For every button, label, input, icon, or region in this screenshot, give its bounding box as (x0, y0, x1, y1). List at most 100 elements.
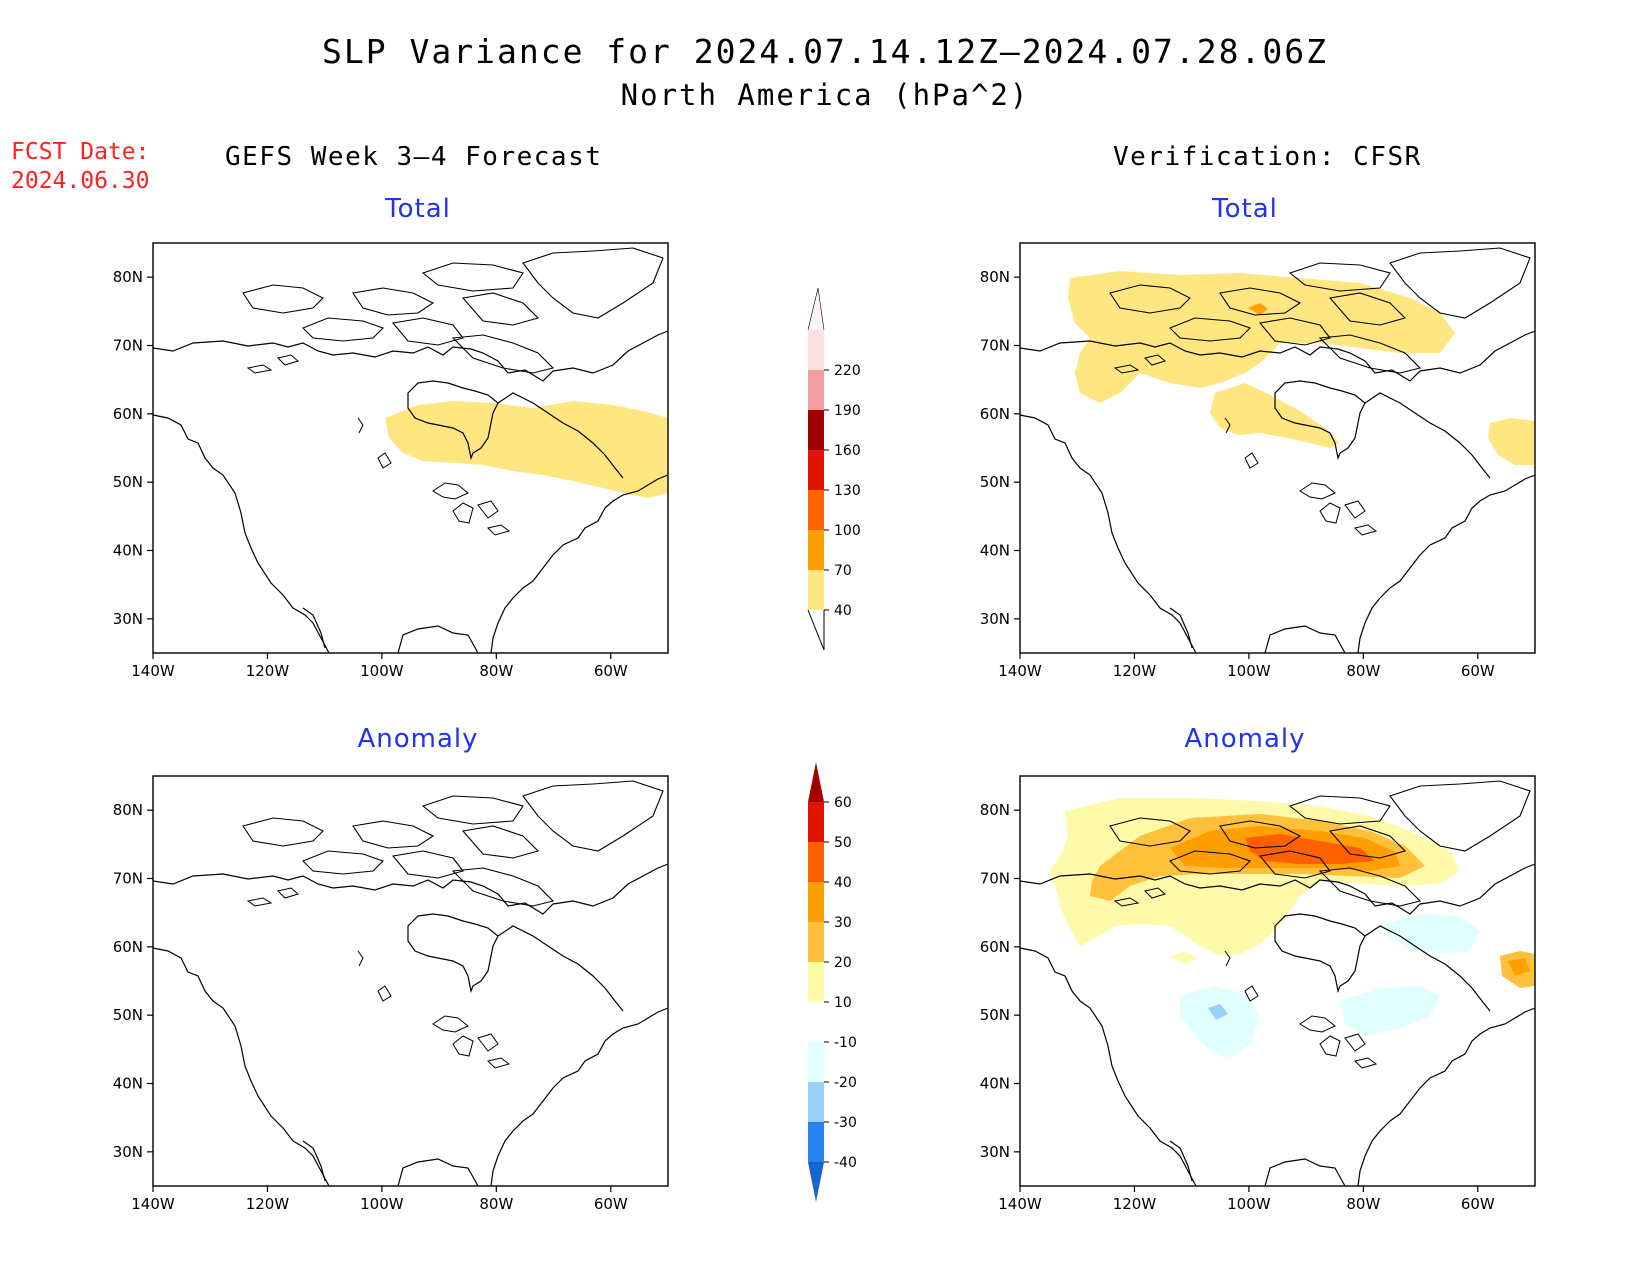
lon-tick-label: 80W (1346, 662, 1380, 680)
lat-tick-label: 40N (113, 1075, 143, 1093)
lon-tick-label: 140W (131, 662, 175, 680)
colorbar-anomaly-label: 60 (834, 795, 852, 811)
colorbar-total-label: 220 (834, 363, 861, 379)
colorbar-total-box (808, 450, 824, 490)
shade-40-50 (1245, 834, 1375, 864)
colorbar-total-label: 100 (834, 523, 861, 539)
colorbar-total-low-wedge (807, 609, 825, 651)
lat-tick-label: 50N (113, 1006, 143, 1024)
colorbar-anomaly: -40 -30 -20 -10 10 20 30 40 50 60 (808, 762, 857, 1202)
colorbar-anomaly-box (808, 962, 824, 1002)
colorbar-total-label: 130 (834, 483, 861, 499)
colorbar-anomaly-label: 50 (834, 835, 852, 851)
colorbar-anomaly-label: 10 (834, 995, 852, 1011)
colorbar-anomaly-label: 30 (834, 915, 852, 931)
lat-tick-label: 60N (113, 938, 143, 956)
lat-tick-label: 70N (980, 870, 1010, 888)
colorbar-anomaly-box (808, 1002, 824, 1042)
lon-tick-label: 100W (1227, 1195, 1271, 1213)
lat-tick-label: 80N (113, 801, 143, 819)
lat-tick-label: 60N (113, 405, 143, 423)
colorbar-total-box (808, 410, 824, 450)
colorbar-anomaly-low-wedge (808, 1162, 824, 1202)
colorbar-total-box (808, 370, 824, 410)
lat-tick-label: 80N (113, 268, 143, 286)
fcst-label: FCST Date: (11, 139, 150, 165)
lat-tick-label: 60N (980, 938, 1010, 956)
shade-neg-center (1180, 986, 1260, 1058)
shade-10-20-small (1170, 952, 1198, 964)
colorbar-anomaly-box (808, 1122, 824, 1162)
lon-tick-label: 60W (1461, 662, 1495, 680)
lat-tick-label: 50N (980, 473, 1010, 491)
right-column-title: Verification: CFSR (1113, 142, 1422, 172)
panel-title-bottom-right: Anomaly (1184, 724, 1306, 754)
lat-tick-label: 70N (980, 337, 1010, 355)
lat-tick-label: 70N (113, 870, 143, 888)
colorbar-total-high-wedge (807, 287, 825, 331)
lon-tick-label: 80W (479, 1195, 513, 1213)
axis-ticks: 30N 40N 50N 60N 70N 80N 140W 120W 100W 80W 60W 30N 4… (113, 268, 1495, 1213)
lat-tick-label: 60N (980, 405, 1010, 423)
lon-tick-label: 60W (594, 1195, 628, 1213)
lon-tick-label: 120W (246, 662, 290, 680)
lon-tick-label: 120W (1113, 662, 1157, 680)
lat-tick-label: 30N (980, 610, 1010, 628)
colorbar-anomaly-label: -40 (834, 1155, 857, 1171)
lat-tick-label: 70N (113, 337, 143, 355)
shade-40-70-hudson (1210, 383, 1340, 448)
colorbar-total-box (808, 570, 824, 610)
colorbar-anomaly-label: 40 (834, 875, 852, 891)
map-forecast-anomaly (152, 775, 669, 1187)
shade-40-70 (385, 401, 668, 498)
map-forecast-total (152, 242, 669, 654)
colorbar-anomaly-box (808, 1082, 824, 1122)
lon-tick-label: 120W (246, 1195, 290, 1213)
lon-tick-label: 80W (479, 662, 513, 680)
fcst-date-block: FCST Date: 2024.06.30 (11, 138, 149, 196)
lat-tick-label: 80N (980, 801, 1010, 819)
lon-tick-label: 60W (1461, 1195, 1495, 1213)
shade-40-70-north (1068, 271, 1455, 403)
colorbar-total: 40 70 100 130 160 190 220 (807, 287, 861, 651)
colorbar-anomaly-high-wedge (808, 762, 824, 802)
lon-tick-label: 100W (360, 1195, 404, 1213)
colorbar-total-label: 160 (834, 443, 861, 459)
shade-70-100 (1248, 303, 1268, 315)
lat-tick-label: 40N (980, 542, 1010, 560)
left-column-title: GEFS Week 3–4 Forecast (225, 142, 603, 172)
colorbar-anomaly-label: 20 (834, 955, 852, 971)
colorbar-total-box (808, 330, 824, 370)
lon-tick-label: 140W (131, 1195, 175, 1213)
lon-tick-label: 60W (594, 662, 628, 680)
lat-tick-label: 30N (113, 610, 143, 628)
lat-tick-label: 40N (113, 542, 143, 560)
colorbar-total-label: 40 (834, 603, 852, 619)
figure-title: SLP Variance for 2024.07.14.12Z–2024.07.… (322, 32, 1328, 71)
panel-title-top-left: Total (385, 194, 451, 224)
colorbar-total-label: 70 (834, 563, 852, 579)
lat-tick-label: 30N (980, 1143, 1010, 1161)
colorbar-anomaly-box (808, 882, 824, 922)
colorbar-anomaly-label: -10 (834, 1035, 857, 1051)
shade-40-70-east (1488, 418, 1535, 465)
lon-tick-label: 80W (1346, 1195, 1380, 1213)
lat-tick-label: 80N (980, 268, 1010, 286)
map-verification-total (1019, 242, 1536, 654)
lat-tick-label: 40N (980, 1075, 1010, 1093)
lon-tick-label: 140W (998, 662, 1042, 680)
colorbar-total-box (808, 530, 824, 570)
colorbar-anomaly-label: -20 (834, 1075, 857, 1091)
lon-tick-label: 100W (360, 662, 404, 680)
colorbar-anomaly-box (808, 922, 824, 962)
colorbar-total-box (808, 490, 824, 530)
colorbar-anomaly-box (808, 802, 824, 842)
lon-tick-label: 100W (1227, 662, 1271, 680)
lon-tick-label: 140W (998, 1195, 1042, 1213)
lat-tick-label: 50N (113, 473, 143, 491)
colorbar-anomaly-label: -30 (834, 1115, 857, 1131)
shade-warm-east-core (1508, 958, 1530, 976)
fcst-date: 2024.06.30 (11, 168, 150, 194)
shade-neg-center-core (1208, 1004, 1228, 1020)
